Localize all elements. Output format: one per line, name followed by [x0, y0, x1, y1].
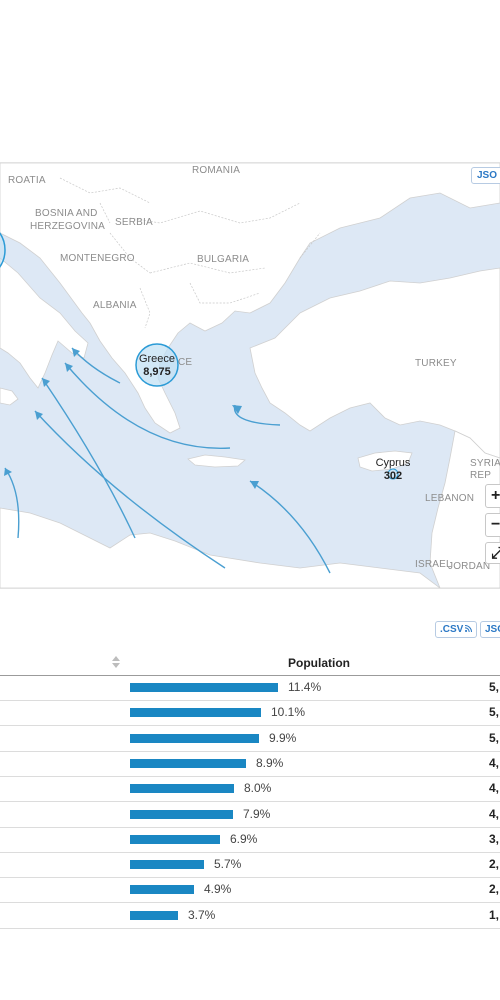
table-row[interactable]: 6.9% 3,	[0, 827, 500, 853]
label-bosnia-2: HERZEGOVINA	[30, 221, 105, 232]
map-canvas: ROATIA ROMANIA BOSNIA AND HERZEGOVINA SE…	[0, 163, 500, 588]
arrow-heads	[4, 348, 259, 489]
population-percent: 10.1%	[271, 705, 306, 720]
population-value: 4,	[489, 781, 500, 796]
population-bar	[130, 733, 259, 743]
population-bar	[130, 885, 194, 895]
population-value: 2,	[489, 857, 500, 872]
population-value: 2,	[489, 882, 500, 897]
cyprus-land	[357, 450, 413, 472]
table-row[interactable]: 8.0% 4,	[0, 776, 500, 803]
rss-icon	[465, 625, 473, 632]
label-syria: SYRIA	[470, 458, 500, 469]
population-percent: 8.0%	[244, 781, 272, 796]
population-value: 5,	[489, 680, 500, 694]
label-syria-rep: REP	[470, 470, 491, 481]
levant-land	[429, 430, 500, 588]
turkey-land	[249, 267, 500, 459]
table-header: Population	[0, 650, 500, 676]
population-value: 5,	[489, 730, 500, 745]
json-export-button[interactable]: JSO	[480, 621, 500, 638]
bubble-greece[interactable]	[135, 343, 179, 387]
label-serbia: SERBIA	[115, 217, 153, 228]
zoom-out-button[interactable]: −	[485, 513, 500, 537]
table-row[interactable]: 11.4% 5,	[0, 675, 500, 701]
population-bar	[130, 758, 246, 768]
label-turkey: TURKEY	[415, 358, 457, 369]
crete-land	[187, 454, 246, 468]
label-jordan: JORDAN	[448, 561, 490, 572]
population-percent: 3.7%	[188, 907, 216, 922]
zoom-in-button[interactable]: +	[485, 484, 500, 508]
bubble-greece-value: 8,975	[143, 366, 171, 378]
csv-export-button[interactable]: .CSV	[435, 621, 478, 638]
population-header: Population	[288, 656, 350, 670]
label-bulgaria: BULGARIA	[197, 254, 249, 265]
label-lebanon: LEBANON	[425, 493, 474, 504]
label-greece-country: CE	[178, 357, 192, 368]
population-percent: 4.9%	[204, 882, 232, 897]
table-row[interactable]: 7.9% 4,	[0, 802, 500, 828]
label-croatia: ROATIA	[8, 175, 46, 186]
bubble-greece-name: Greece	[139, 353, 175, 365]
population-bar	[130, 809, 233, 819]
table-row[interactable]: 3.7% 1,	[0, 903, 500, 929]
population-value: 4,	[489, 806, 500, 821]
table-row[interactable]: 9.9% 5,	[0, 726, 500, 752]
bubble-partial[interactable]	[0, 220, 6, 280]
population-bar	[130, 683, 278, 692]
population-percent: 7.9%	[243, 806, 271, 821]
geo-map[interactable]: ROATIA ROMANIA BOSNIA AND HERZEGOVINA SE…	[0, 162, 500, 589]
africa-land	[0, 507, 441, 588]
label-israel: ISRAEL	[415, 559, 452, 570]
population-percent: 6.9%	[230, 831, 258, 846]
bubble-cyprus-name: Cyprus	[376, 457, 411, 469]
population-percent: 9.9%	[269, 730, 297, 745]
label-albania: ALBANIA	[93, 300, 137, 311]
population-percent: 8.9%	[256, 755, 284, 770]
map-json-button[interactable]: JSO	[470, 167, 500, 184]
population-value: 4,	[489, 755, 500, 770]
bubble-cyprus-value: 302	[384, 470, 402, 482]
label-montenegro: MONTENEGRO	[60, 253, 135, 264]
zoom-fit-button[interactable]: ⤢	[485, 542, 500, 564]
label-romania: ROMANIA	[192, 165, 240, 176]
table-row[interactable]: 8.9% 4,	[0, 751, 500, 777]
population-value: 3,	[489, 831, 500, 846]
population-bar	[130, 784, 234, 794]
table-row[interactable]: 5.7% 2,	[0, 852, 500, 879]
bubble-cyprus[interactable]	[387, 468, 399, 480]
population-percent: 11.4%	[288, 680, 322, 694]
population-percent: 5.7%	[214, 857, 242, 872]
border-lines	[59, 177, 321, 329]
population-bar	[130, 910, 178, 920]
population-value: 5,	[489, 705, 500, 720]
population-bar	[130, 834, 220, 844]
italy-land	[0, 257, 89, 389]
population-bar	[130, 860, 204, 870]
table-row[interactable]: 10.1% 5,	[0, 700, 500, 727]
sicily-land	[0, 387, 19, 406]
table-row[interactable]: 4.9% 2,	[0, 877, 500, 904]
population-bar	[130, 708, 261, 718]
sort-icon[interactable]	[111, 655, 121, 669]
population-value: 1,	[489, 907, 500, 922]
label-bosnia-1: BOSNIA AND	[35, 208, 98, 219]
